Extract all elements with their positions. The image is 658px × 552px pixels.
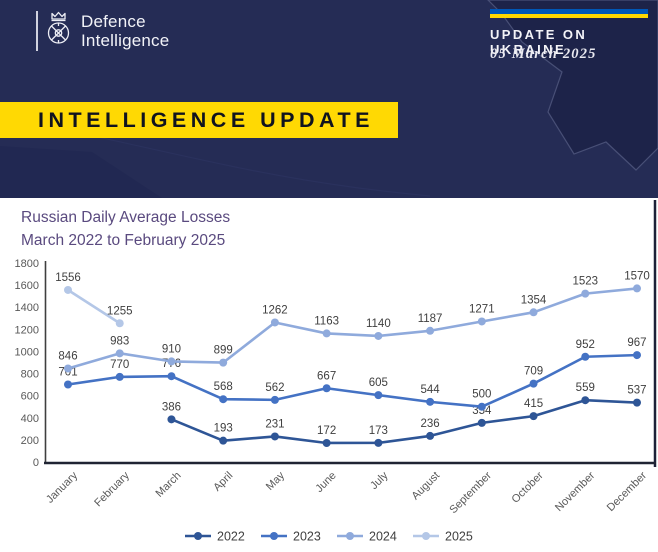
svg-text:354: 354 [472, 405, 492, 417]
series-2023 [64, 351, 641, 411]
svg-text:559: 559 [576, 382, 595, 394]
series-2024 [64, 284, 641, 373]
x-axis-labels: January February March April May June July Augu… [44, 469, 649, 516]
svg-text:236: 236 [420, 418, 439, 430]
logo-line2: Intelligence [81, 31, 170, 50]
svg-text:2023: 2023 [293, 530, 321, 544]
svg-text:386: 386 [162, 401, 181, 413]
svg-text:537: 537 [627, 385, 646, 397]
flag-blue-stripe [490, 9, 648, 14]
svg-text:1400: 1400 [15, 302, 39, 314]
legend-item-2023: 2023 [261, 530, 321, 544]
svg-text:1271: 1271 [469, 303, 495, 315]
update-on-ukraine-label: UPDATE ON UKRAINE [490, 27, 588, 57]
svg-text:846: 846 [58, 350, 77, 362]
svg-text:November: November [553, 469, 598, 514]
svg-text:193: 193 [214, 423, 233, 435]
svg-text:605: 605 [369, 377, 388, 389]
svg-text:231: 231 [265, 418, 284, 430]
svg-text:April: April [211, 470, 235, 494]
svg-text:600: 600 [21, 391, 39, 403]
header: Defence Intelligence UPDATE ON UKRAINE 0… [0, 0, 658, 198]
svg-text:173: 173 [369, 425, 388, 437]
crown-crest-icon [47, 11, 70, 44]
chart-title-line1: Russian Daily Average Losses [21, 209, 231, 226]
svg-text:1600: 1600 [15, 280, 39, 292]
chart-panel: 0 200 400 600 800 1000 1200 1400 1600 1800 January… [0, 198, 658, 552]
svg-text:667: 667 [317, 370, 336, 382]
svg-text:1187: 1187 [418, 313, 443, 325]
intelligence-update-banner: INTELLIGENCE UPDATE [0, 102, 398, 138]
report-date: 05 March 2025 [490, 46, 597, 62]
svg-text:March: March [153, 470, 183, 500]
svg-text:967: 967 [627, 337, 646, 349]
svg-text:2022: 2022 [217, 530, 245, 544]
svg-text:200: 200 [21, 435, 39, 447]
defence-intelligence-logo: Defence Intelligence [36, 10, 169, 52]
flag-yellow-stripe [490, 14, 648, 18]
svg-text:August: August [410, 470, 443, 503]
svg-text:568: 568 [214, 381, 233, 393]
legend-item-2024: 2024 [337, 530, 397, 544]
logo-divider [36, 11, 38, 51]
svg-text:1354: 1354 [521, 294, 547, 306]
chart-title-line2: March 2022 to February 2025 [21, 232, 226, 249]
svg-text:770: 770 [110, 359, 129, 371]
data-labels-2025: 1556 1255 [55, 272, 132, 317]
svg-text:June: June [313, 470, 338, 495]
legend-item-2025: 2025 [413, 530, 473, 544]
svg-text:172: 172 [317, 425, 336, 437]
svg-text:1523: 1523 [572, 276, 598, 288]
svg-text:1163: 1163 [314, 315, 339, 327]
svg-text:1800: 1800 [15, 258, 39, 270]
losses-line-chart: 0 200 400 600 800 1000 1200 1400 1600 1800 January… [15, 200, 657, 544]
svg-text:July: July [368, 469, 391, 492]
svg-text:701: 701 [58, 367, 77, 379]
svg-text:800: 800 [21, 369, 39, 381]
svg-text:415: 415 [524, 398, 543, 410]
data-labels-2024: 846 983 910 899 1262 1163 1140 1187 1271 1354 1523… [58, 270, 649, 362]
svg-text:400: 400 [21, 413, 39, 425]
svg-text:500: 500 [472, 389, 491, 401]
svg-text:2025: 2025 [445, 530, 473, 544]
data-labels-2023: 701770776568562667605544500709952967 [58, 337, 646, 401]
y-axis-labels: 0 200 400 600 800 1000 1200 1400 1600 1800 [15, 258, 39, 469]
svg-text:899: 899 [214, 345, 233, 357]
svg-text:562: 562 [265, 382, 284, 394]
svg-text:1140: 1140 [366, 318, 391, 330]
svg-text:1200: 1200 [15, 324, 39, 336]
chart-title: Russian Daily Average Losses March 2022 … [21, 206, 230, 252]
svg-text:910: 910 [162, 343, 181, 355]
ukraine-map-background [0, 0, 658, 198]
svg-text:1000: 1000 [15, 346, 39, 358]
series-2022 [167, 396, 641, 447]
svg-text:January: January [44, 469, 81, 506]
svg-text:983: 983 [110, 335, 129, 347]
series-2025 [64, 285, 124, 328]
legend-item-2022: 2022 [185, 530, 245, 544]
logo-line1: Defence [81, 12, 146, 31]
svg-text:1570: 1570 [624, 270, 650, 282]
svg-text:September: September [447, 469, 494, 516]
svg-text:709: 709 [524, 366, 543, 378]
svg-text:2024: 2024 [369, 530, 397, 544]
data-labels-2022: 386 193 231 172 173 236 354 415 559 537 [162, 382, 647, 437]
svg-text:October: October [510, 469, 546, 505]
svg-text:February: February [92, 469, 132, 509]
svg-text:1262: 1262 [262, 304, 288, 316]
svg-text:1556: 1556 [55, 272, 81, 284]
chart-legend: 2022 2023 2024 2025 [185, 530, 473, 544]
svg-text:December: December [605, 469, 650, 514]
svg-text:May: May [264, 469, 288, 493]
svg-text:544: 544 [420, 384, 440, 396]
ukraine-flag [490, 9, 648, 18]
svg-text:0: 0 [33, 457, 39, 469]
svg-text:952: 952 [576, 339, 595, 351]
svg-text:1255: 1255 [107, 305, 133, 317]
